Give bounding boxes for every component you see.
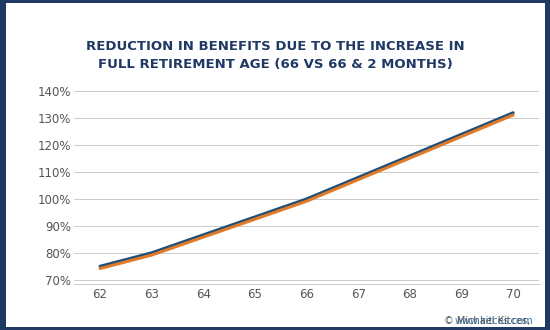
FRA (66 & 2 Months) [510,113,516,117]
Line: FRA (66): FRA (66) [100,113,513,266]
FRA (66) [148,251,155,255]
FRA (66) [304,197,310,201]
FRA (66) [200,233,207,237]
FRA (66) [458,132,465,136]
Text: REDUCTION IN BENEFITS DUE TO THE INCREASE IN
FULL RETIREMENT AGE (66 VS 66 & 2 M: REDUCTION IN BENEFITS DUE TO THE INCREAS… [86,40,464,71]
FRA (66 & 2 Months) [304,199,310,203]
FRA (66) [406,154,413,158]
Line: FRA (66 & 2 Months): FRA (66 & 2 Months) [100,115,513,269]
FRA (66 & 2 Months) [406,156,413,160]
Text: © Michael Kitces,: © Michael Kitces, [443,316,533,326]
FRA (66 & 2 Months) [200,235,207,239]
FRA (66 & 2 Months) [355,178,361,182]
FRA (66) [510,111,516,115]
FRA (66) [97,264,103,268]
FRA (66 & 2 Months) [458,135,465,139]
FRA (66 & 2 Months) [252,217,258,221]
FRA (66 & 2 Months) [97,267,103,271]
Text: www.kitces.com: www.kitces.com [455,316,534,326]
FRA (66) [252,215,258,219]
FRA (66 & 2 Months) [148,253,155,257]
FRA (66) [355,176,361,180]
